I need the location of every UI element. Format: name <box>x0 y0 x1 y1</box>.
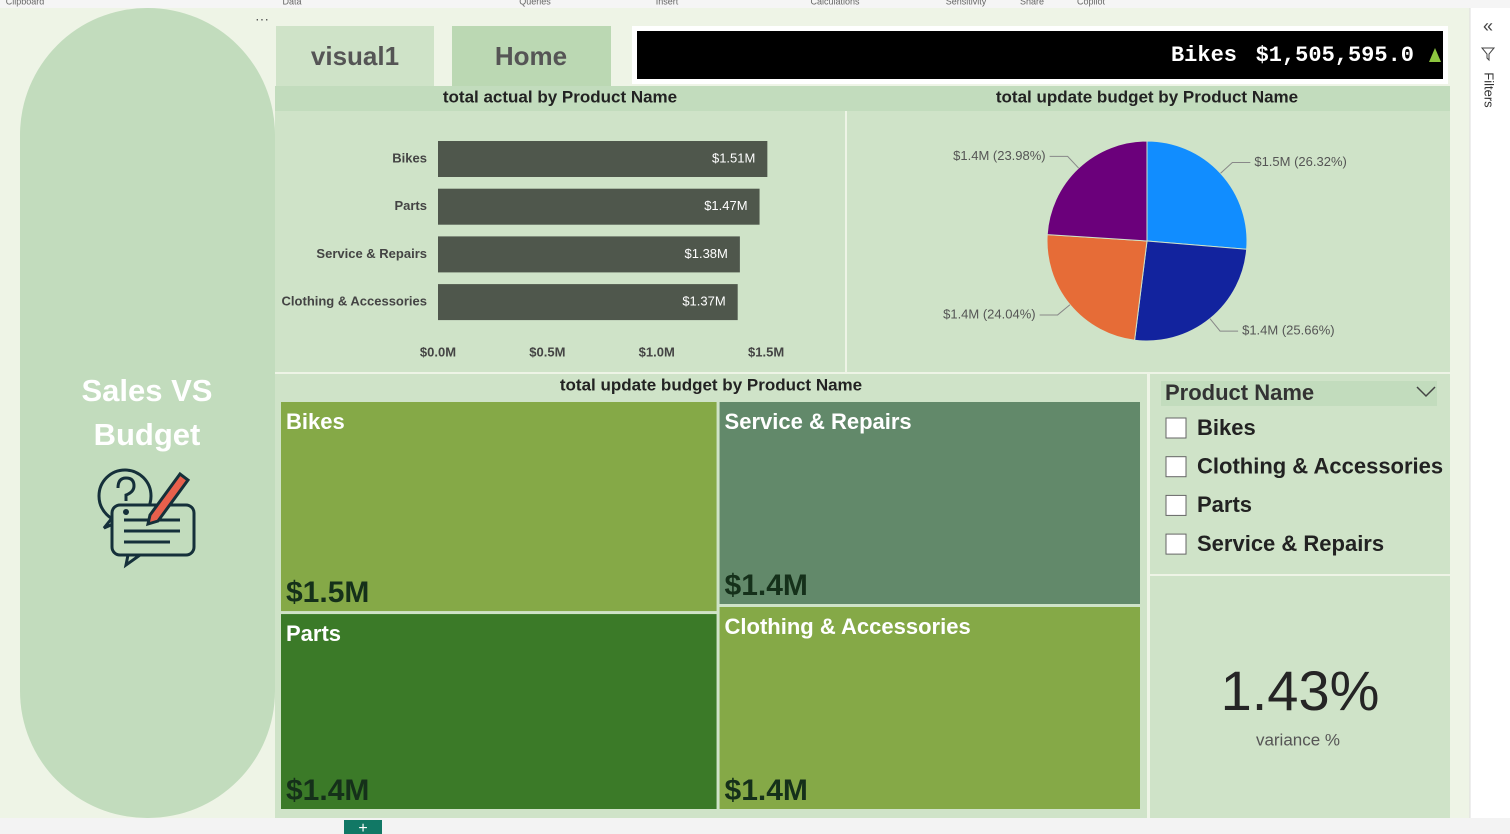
up-arrow <box>1429 48 1441 62</box>
data-label: $1.4M (23.98%) <box>953 148 1046 163</box>
cell-label: Bikes <box>286 409 345 434</box>
pie-slice <box>1046 140 1148 242</box>
cell-value: $1.4M <box>725 774 808 807</box>
treemap-cell <box>719 402 1140 604</box>
slicer-panel <box>1150 374 1450 574</box>
side-pill <box>20 8 275 818</box>
cell-value: $1.4M <box>286 774 369 807</box>
slicer-item: Parts <box>1197 492 1252 517</box>
checkbox[interactable] <box>1165 494 1187 516</box>
pie-slice <box>1046 234 1148 341</box>
checkbox[interactable] <box>1165 456 1187 478</box>
tab-home[interactable] <box>452 26 611 86</box>
cell-label: Clothing & Accessories <box>725 614 971 639</box>
add-page-button[interactable] <box>344 820 382 834</box>
slicer-title: Product Name <box>1165 380 1314 405</box>
ticker-value: $1,505,595.0 <box>1256 43 1414 68</box>
bar <box>438 188 760 225</box>
slicer-chevron[interactable] <box>1416 386 1436 398</box>
filter-icon <box>1480 47 1496 62</box>
leader-line <box>1209 318 1239 332</box>
page-tabs-bar <box>0 818 1510 834</box>
filters-label[interactable]: Filters <box>1482 72 1497 108</box>
treemap-cell <box>281 614 717 809</box>
leader-line <box>1220 161 1251 174</box>
checkbox[interactable] <box>1165 533 1187 555</box>
cell-value: $1.5M <box>286 576 369 609</box>
ribbon-label: Insert <box>656 0 679 6</box>
ribbon-label: Share <box>1020 0 1044 6</box>
kpi-label: variance % <box>1256 730 1340 749</box>
checkbox[interactable] <box>1165 417 1187 439</box>
x-tick-label: $1.0M <box>639 344 675 359</box>
ribbon-label: Queries <box>519 0 551 6</box>
kpi-panel <box>1150 576 1450 818</box>
data-label: $1.37M <box>682 294 725 309</box>
chart-title: total actual by Product Name <box>443 87 677 106</box>
x-tick-label: $1.5M <box>748 344 784 359</box>
more-options[interactable]: ··· <box>255 11 269 27</box>
tab-label: Home <box>495 41 567 71</box>
bar <box>438 284 738 321</box>
ribbon-label: Data <box>282 0 301 6</box>
cell-label: Service & Repairs <box>725 409 912 434</box>
ticker-product: Bikes <box>1171 43 1237 68</box>
ribbon-label: Clipboard <box>6 0 45 6</box>
slicer-header <box>1161 381 1437 406</box>
ribbon-bar <box>0 0 1510 8</box>
y-tick-label: Bikes <box>392 150 427 165</box>
bar-panel <box>275 86 845 372</box>
y-tick-label: Parts <box>394 198 427 213</box>
chart-title: total update budget by Product Name <box>996 87 1298 106</box>
leader-line <box>1049 155 1079 169</box>
side-title: Budget <box>94 417 201 452</box>
budget-icon <box>97 468 196 569</box>
y-tick-label: Service & Repairs <box>316 246 427 261</box>
bar <box>438 236 740 273</box>
add-icon: + <box>358 820 367 834</box>
cell-label: Parts <box>286 621 341 646</box>
chart-title: total update budget by Product Name <box>560 375 862 394</box>
slicer-item: Clothing & Accessories <box>1197 454 1443 479</box>
tab-label: visual1 <box>311 41 399 71</box>
data-label: $1.4M (24.04%) <box>943 306 1036 321</box>
ticker <box>637 31 1443 79</box>
tab-visual1[interactable] <box>276 26 434 86</box>
treemap-cell <box>281 402 717 612</box>
filters-pane[interactable] <box>1470 8 1510 818</box>
data-label: $1.47M <box>704 198 747 213</box>
x-tick-label: $0.0M <box>420 344 456 359</box>
slicer-item: Bikes <box>1197 415 1256 440</box>
side-title: Sales VS <box>82 373 213 408</box>
ribbon-label: Sensitivity <box>946 0 987 6</box>
kpi-value: 1.43% <box>1221 659 1380 722</box>
y-tick-label: Clothing & Accessories <box>282 294 427 309</box>
x-tick-label: $0.5M <box>529 344 565 359</box>
data-label: $1.4M (25.66%) <box>1242 323 1335 338</box>
ribbon-label: Calculations <box>810 0 860 6</box>
data-label: $1.38M <box>685 246 728 261</box>
collapse-icon[interactable]: « <box>1483 16 1493 36</box>
data-label: $1.51M <box>712 150 755 165</box>
bar <box>438 141 768 177</box>
cell-value: $1.4M <box>725 569 808 602</box>
title-band <box>275 86 1450 111</box>
slicer-item: Service & Repairs <box>1197 531 1384 556</box>
ribbon-label: Copilot <box>1077 0 1106 6</box>
treemap-cell <box>719 607 1140 809</box>
data-label: $1.5M (26.32%) <box>1254 154 1347 169</box>
leader-line <box>1039 304 1071 316</box>
